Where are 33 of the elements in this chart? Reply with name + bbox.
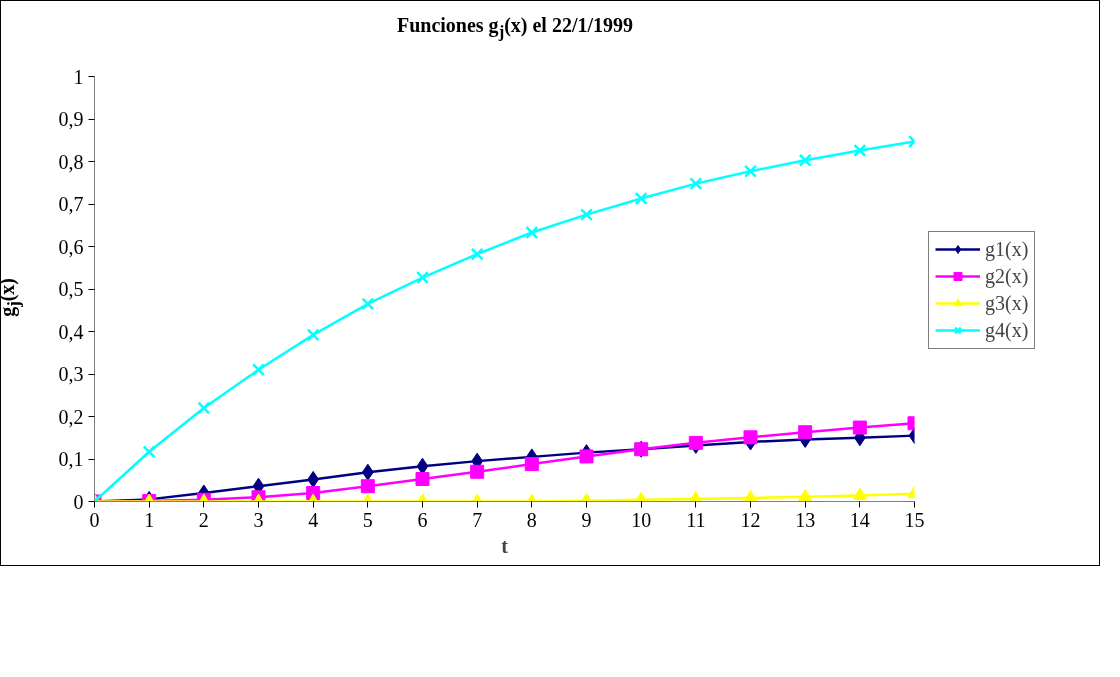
chart-title: Funciones g$_{j}$(x) el 22/1/1999: [395, 13, 635, 43]
x-tick-label: 9: [581, 508, 592, 531]
y-tick-label: 0,4: [58, 320, 84, 343]
x-axis-title: t: [501, 534, 509, 557]
x-tick-label: 13: [795, 508, 816, 531]
y-tick-label: 0,7: [58, 193, 84, 215]
legend-label: g3(x): [985, 291, 1029, 315]
legend-label: g1(x): [985, 237, 1029, 261]
x-tick-label: 0: [89, 508, 100, 531]
y-tick-label: 0,1: [58, 448, 84, 470]
x-tick-label: 7: [472, 508, 483, 531]
x-tick-label: 2: [198, 508, 209, 531]
x-tick-label: 6: [417, 508, 428, 531]
x-tick-label: 12: [740, 508, 761, 531]
x-tick-label: 3: [253, 508, 264, 531]
y-tick-label: 0,5: [58, 278, 84, 300]
y-tick-label: 0: [73, 490, 84, 513]
x-tick-label: 14: [849, 508, 870, 531]
y-tick-label: 0,2: [58, 405, 84, 428]
y-tick-label: 0,8: [58, 150, 84, 173]
x-tick-label: 4: [308, 508, 319, 531]
y-tick-label: 0,3: [58, 363, 84, 385]
x-tick-label: 11: [686, 508, 706, 531]
x-tick-label: 1: [144, 508, 155, 531]
legend-label: g4(x): [985, 318, 1029, 342]
legend-label: g2(x): [985, 264, 1029, 288]
y-tick-label: 1: [73, 65, 84, 88]
y-tick-label: 0,6: [58, 235, 84, 258]
y-tick-label: 0,9: [58, 108, 84, 130]
x-tick-label: 8: [526, 508, 537, 531]
x-tick-label: 5: [362, 508, 373, 531]
x-tick-label: 10: [631, 508, 652, 531]
x-tick-label: 15: [904, 508, 925, 531]
